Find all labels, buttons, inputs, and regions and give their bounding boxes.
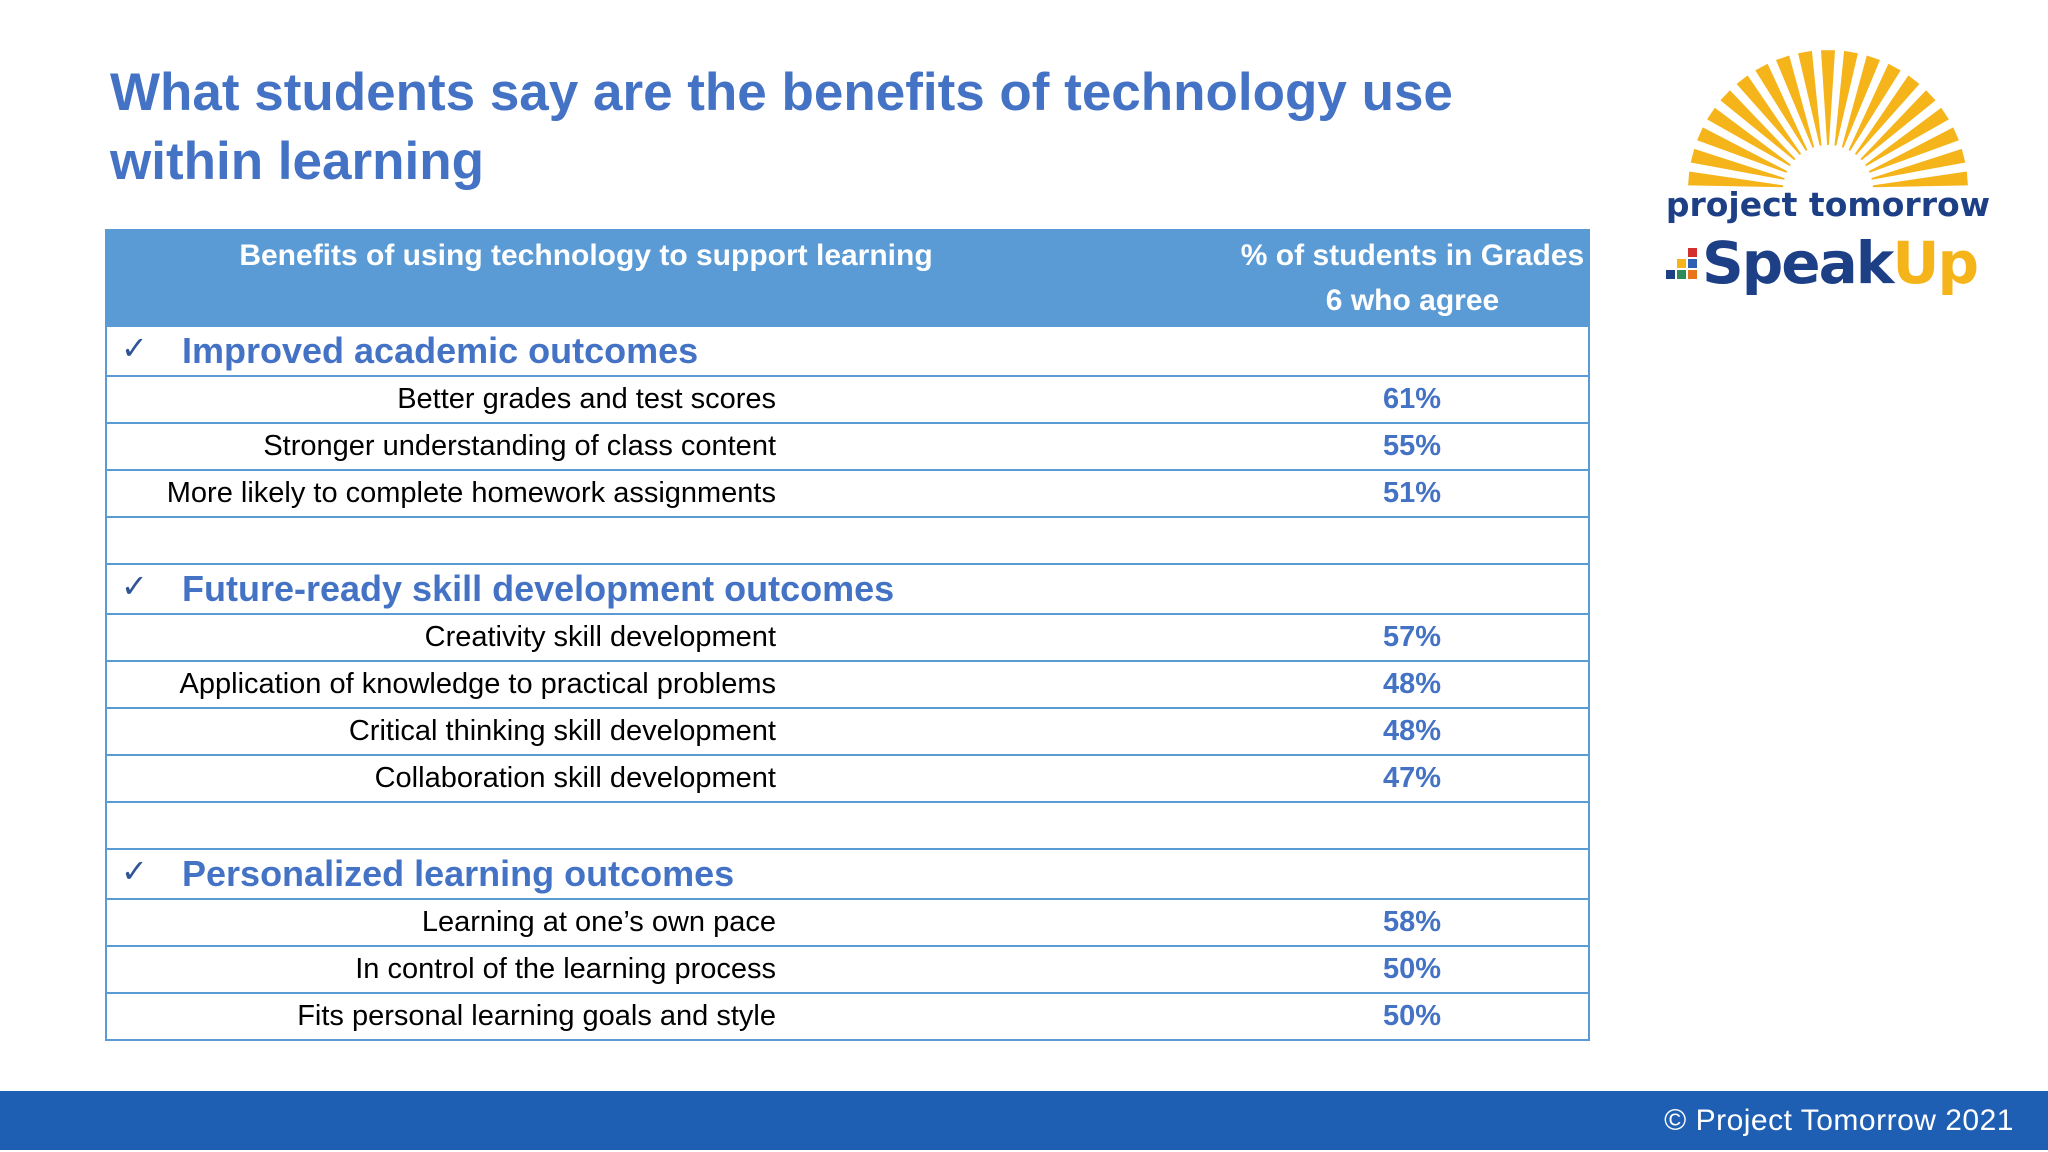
check-icon: ✓ <box>121 853 148 889</box>
percent-value: 51% <box>1236 469 1590 518</box>
sun-ray <box>1854 75 1920 155</box>
check-icon: ✓ <box>121 330 148 366</box>
sun-ray <box>1871 148 1966 180</box>
section-header: ✓ Improved academic outcomes <box>105 325 1590 377</box>
sun-rays-icon <box>1688 50 1968 188</box>
table-row: In control of the learning process 50% <box>105 945 1590 994</box>
spacer-cell <box>105 801 1590 850</box>
percent-value: 57% <box>1236 613 1590 662</box>
sun-ray <box>1755 63 1808 151</box>
sun-ray <box>1872 171 1968 188</box>
sun-ray <box>1688 171 1784 188</box>
benefit-label: More likely to complete homework assignm… <box>105 469 1236 518</box>
sun-ray <box>1841 55 1880 148</box>
table-row: Creativity skill development 57% <box>105 613 1590 662</box>
sun-ray <box>1868 127 1959 173</box>
benefit-label: Better grades and test scores <box>105 375 1236 424</box>
section-header: ✓ Personalized learning outcomes <box>105 848 1590 900</box>
slide-title: What students say are the benefits of te… <box>110 63 1453 191</box>
section-row: ✓ Improved academic outcomes <box>105 325 1590 377</box>
section-label: Improved academic outcomes <box>182 330 699 371</box>
sun-ray <box>1707 107 1791 167</box>
sun-ray <box>1776 55 1815 148</box>
sun-ray <box>1821 50 1835 146</box>
table-row: Fits personal learning goals and style 50… <box>105 992 1590 1041</box>
benefit-label: Fits personal learning goals and style <box>105 992 1236 1041</box>
header-benefits: Benefits of using technology to support … <box>105 229 1237 327</box>
percent-value: 55% <box>1236 422 1590 471</box>
table-row: Better grades and test scores 61% <box>105 375 1590 424</box>
table-row: Collaboration skill development 47% <box>105 754 1590 803</box>
logo-graphic: project tomorrow SpeakUp <box>1666 50 1990 297</box>
table-body: ✓ Improved academic outcomes Better grades… <box>105 325 1590 1041</box>
sun-ray <box>1834 50 1858 146</box>
table-header-row: Benefits of using technology to support … <box>105 229 1590 327</box>
percent-value: 47% <box>1236 754 1590 803</box>
percent-value: 58% <box>1236 898 1590 947</box>
sun-ray <box>1697 127 1788 173</box>
percent-value: 48% <box>1236 707 1590 756</box>
benefits-table: Benefits of using technology to support … <box>105 229 1590 1041</box>
logo-project-tomorrow-text: project tomorrow <box>1666 185 1990 224</box>
benefit-label: Learning at one’s own pace <box>105 898 1236 947</box>
percent-value: 61% <box>1236 375 1590 424</box>
project-tomorrow-speakup-logo: project tomorrow SpeakUp <box>1660 30 2000 300</box>
benefit-label: Collaboration skill development <box>105 754 1236 803</box>
percent-value: 48% <box>1236 660 1590 709</box>
table-row: Stronger understanding of class content 5… <box>105 422 1590 471</box>
sun-ray <box>1736 75 1802 155</box>
sun-ray <box>1690 148 1785 180</box>
copyright-text: © Project Tomorrow 2021 <box>1664 1104 2014 1137</box>
section-header: ✓ Future-ready skill development outcomes <box>105 563 1590 615</box>
section-row: ✓ Personalized learning outcomes <box>105 848 1590 900</box>
benefit-label: Creativity skill development <box>105 613 1236 662</box>
spacer-cell <box>105 516 1590 565</box>
logo-speakup-text: SpeakUp <box>1702 229 1977 297</box>
benefit-label: Stronger understanding of class content <box>105 422 1236 471</box>
percent-value: 50% <box>1236 945 1590 994</box>
sun-ray <box>1798 50 1822 146</box>
table-row: More likely to complete homework assignm… <box>105 469 1590 518</box>
benefit-label: Critical thinking skill development <box>105 707 1236 756</box>
section-label: Personalized learning outcomes <box>182 853 735 894</box>
percent-value: 50% <box>1236 992 1590 1041</box>
header-percent: % of students in Grades 6 who agree <box>1235 229 1590 327</box>
table-row: Critical thinking skill development 48% <box>105 707 1590 756</box>
section-row: ✓ Future-ready skill development outcomes <box>105 563 1590 615</box>
sun-ray <box>1865 107 1949 167</box>
check-icon: ✓ <box>121 568 148 604</box>
spacer-row <box>105 516 1590 565</box>
section-label: Future-ready skill development outcomes <box>182 568 895 609</box>
sun-ray <box>1860 90 1936 161</box>
table-row: Application of knowledge to practical pr… <box>105 660 1590 709</box>
sun-ray <box>1848 63 1901 151</box>
footer-bar: © Project Tomorrow 2021 <box>0 1091 2048 1150</box>
sun-ray <box>1720 90 1796 161</box>
table-row: Learning at one’s own pace 58% <box>105 898 1590 947</box>
benefit-label: In control of the learning process <box>105 945 1236 994</box>
benefit-label: Application of knowledge to practical pr… <box>105 660 1236 709</box>
spacer-row <box>105 801 1590 850</box>
logo-bars-icon <box>1666 248 1697 279</box>
